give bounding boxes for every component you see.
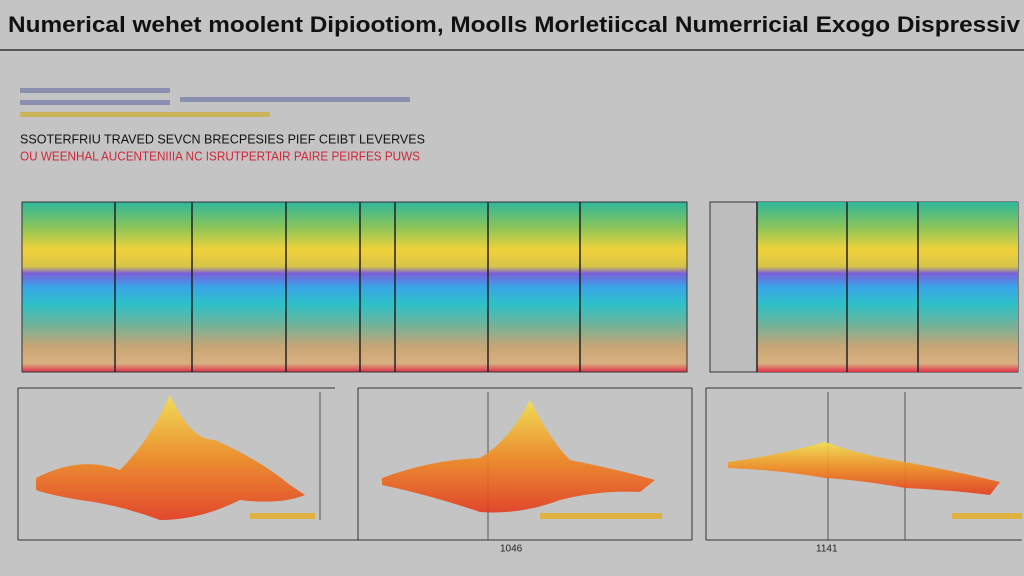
note-line: SSOTERFRIU TRAVED SEVCN BRECPESIES PIEF … — [20, 131, 425, 146]
wave-panel — [17, 387, 400, 541]
note-line: OU WEENHAL AUCENTENIIIA NC ISRUTPERTAIR … — [20, 148, 420, 163]
heatmap-panel — [709, 201, 1019, 373]
faint-lines — [20, 88, 410, 117]
wave-panel: 1046 — [357, 387, 693, 555]
axis-label: 1141 — [816, 544, 838, 555]
wave-panel: 1141 — [705, 387, 1022, 555]
axis-label: 1046 — [500, 544, 523, 555]
heatmap-panel — [21, 201, 688, 373]
page-title: Numerical wehet moolent Dipiootiom, Mool… — [8, 12, 1021, 37]
